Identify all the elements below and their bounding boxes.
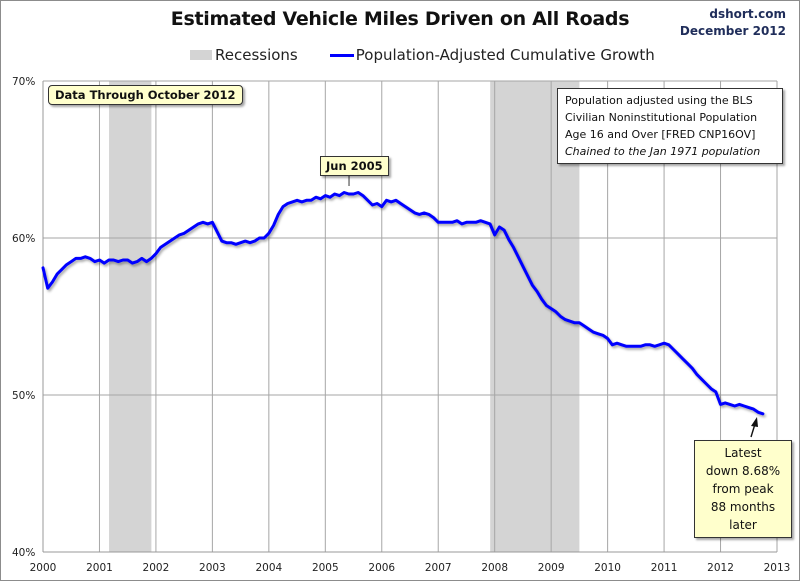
x-tick-label: 2004 (255, 562, 282, 574)
x-tick-label: 2005 (312, 562, 339, 574)
y-tick-label: 70% (12, 76, 35, 88)
source-credit: dshort.com December 2012 (680, 6, 786, 40)
y-tick-label: 50% (12, 390, 35, 402)
source-date: December 2012 (679, 24, 786, 38)
peak-callout: Jun 2005 (320, 156, 389, 176)
series-line (41, 191, 765, 416)
source-site: dshort.com (709, 7, 786, 21)
x-tick-label: 2000 (30, 562, 57, 574)
x-tick-label: 2012 (707, 562, 734, 574)
data-through-callout: Data Through October 2012 (48, 85, 243, 105)
y-tick-label: 60% (12, 233, 35, 245)
latest-arrowhead (751, 417, 758, 427)
note-line: Civilian Noninstitutional Population (565, 111, 758, 124)
legend-recession-swatch (190, 50, 212, 60)
x-tick-label: 2006 (368, 562, 395, 574)
x-tick-label: 2009 (538, 562, 565, 574)
x-tick-label: 2007 (425, 562, 452, 574)
latest-line: Latest (724, 446, 762, 460)
latest-line: down 8.68% (705, 464, 781, 478)
x-tick-label: 2011 (651, 562, 678, 574)
chart-title: Estimated Vehicle Miles Driven on All Ro… (170, 8, 630, 30)
legend-series-label: Population-Adjusted Cumulative Growth (355, 46, 655, 64)
recession-band (109, 81, 152, 552)
x-tick-label: 2008 (481, 562, 508, 574)
note-line: Chained to the Jan 1971 population (565, 145, 761, 158)
x-tick-label: 2013 (764, 562, 791, 574)
x-tick-label: 2003 (199, 562, 226, 574)
x-tick-label: 2001 (86, 562, 113, 574)
note-line: Age 16 and Over [FRED CNP16OV] (565, 128, 756, 141)
latest-callout: Latest down 8.68% from peak 88 months la… (694, 440, 792, 538)
note-line: Population adjusted using the BLS (565, 94, 753, 107)
legend-recessions-label: Recessions (215, 46, 298, 64)
x-tick-label: 2010 (594, 562, 621, 574)
legend-line-swatch (329, 53, 354, 57)
methodology-note: Population adjusted using the BLS Civili… (557, 88, 783, 164)
legend: Recessions Population-Adjusted Cumulativ… (190, 45, 655, 65)
latest-line: from peak (712, 482, 774, 496)
x-tick-label: 2002 (143, 562, 170, 574)
latest-line: 88 months later (710, 500, 776, 532)
y-tick-label: 40% (12, 547, 35, 559)
